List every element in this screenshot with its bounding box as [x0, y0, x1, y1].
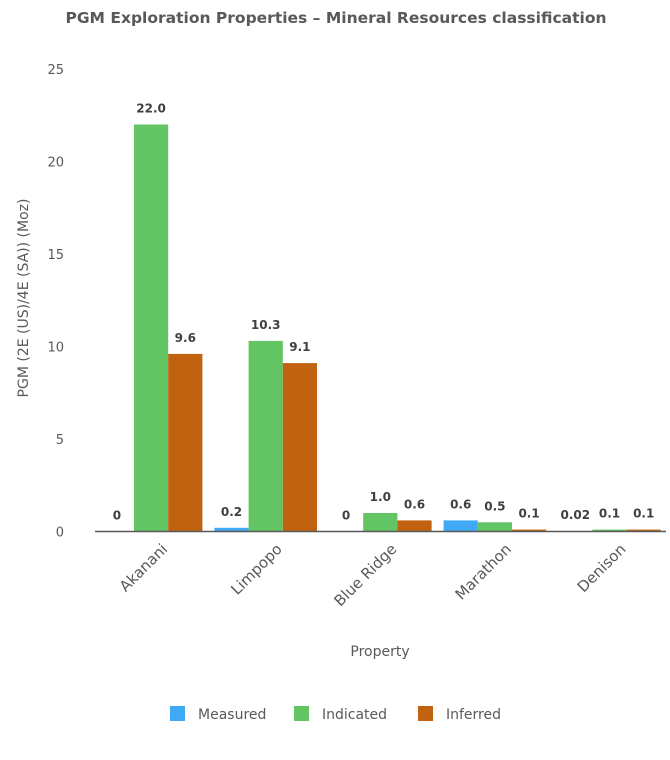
data-label: 22.0: [136, 102, 166, 116]
data-label: 9.6: [175, 331, 196, 345]
bar-indicated: [363, 513, 398, 532]
legend: Measured Indicated Inferred: [170, 706, 501, 723]
x-axis-categories: Akanani Limpopo Blue Ridge Marathon Denison: [116, 540, 630, 610]
x-category-label: Limpopo: [227, 540, 285, 598]
bar-indicated: [134, 124, 169, 532]
data-label: 1.0: [370, 490, 391, 504]
data-labels: 0 22.0 9.6 0.2 10.3 9.1 0 1.0 0.6 0.6 0.5 0.1 0.02 0.…: [113, 102, 655, 523]
data-label: 0: [113, 509, 121, 523]
chart-title: PGM Exploration Properties – Mineral Res…: [65, 9, 606, 27]
data-label: 10.3: [251, 318, 281, 332]
y-axis-title: PGM (2E (US)/4E (SA)) (Moz): [16, 199, 32, 398]
y-tick-label: 10: [47, 341, 64, 356]
x-category-label: Akanani: [116, 540, 171, 595]
x-category-label: Marathon: [452, 540, 515, 603]
x-axis-title: Property: [350, 644, 409, 660]
bar-inferred: [512, 529, 547, 532]
data-label: 0.1: [599, 507, 620, 521]
bar-inferred: [168, 353, 203, 532]
data-label: 0.2: [221, 505, 242, 519]
bar-indicated: [477, 522, 512, 532]
data-label: 9.1: [289, 340, 310, 354]
data-label: 0.02: [560, 508, 590, 522]
data-label: 0: [342, 509, 350, 523]
x-category-label: Blue Ridge: [330, 540, 400, 610]
data-label: 0.6: [450, 497, 471, 511]
data-label: 0.6: [404, 497, 425, 511]
legend-label: Inferred: [446, 707, 501, 723]
bar-inferred: [626, 529, 661, 532]
legend-swatch-measured: [170, 706, 185, 721]
x-category-label: Denison: [574, 540, 630, 596]
data-label: 0.1: [633, 507, 654, 521]
y-axis-ticks: 0 5 10 15 20 25: [47, 63, 64, 541]
bar-indicated: [592, 529, 627, 532]
legend-label: Indicated: [322, 707, 387, 723]
bar-measured: [214, 527, 249, 532]
legend-label: Measured: [198, 707, 266, 723]
data-label: 0.5: [484, 499, 505, 513]
y-tick-label: 25: [47, 63, 64, 78]
y-tick-label: 5: [56, 433, 64, 448]
legend-swatch-inferred: [418, 706, 433, 721]
bar-inferred: [282, 363, 317, 532]
bar-inferred: [397, 520, 432, 532]
bar-measured: [443, 520, 478, 532]
y-tick-label: 20: [47, 156, 64, 171]
y-tick-label: 15: [47, 248, 64, 263]
bars: [134, 124, 661, 532]
bar-indicated: [248, 340, 283, 532]
legend-swatch-indicated: [294, 706, 309, 721]
data-label: 0.1: [518, 507, 539, 521]
y-tick-label: 0: [56, 526, 64, 541]
